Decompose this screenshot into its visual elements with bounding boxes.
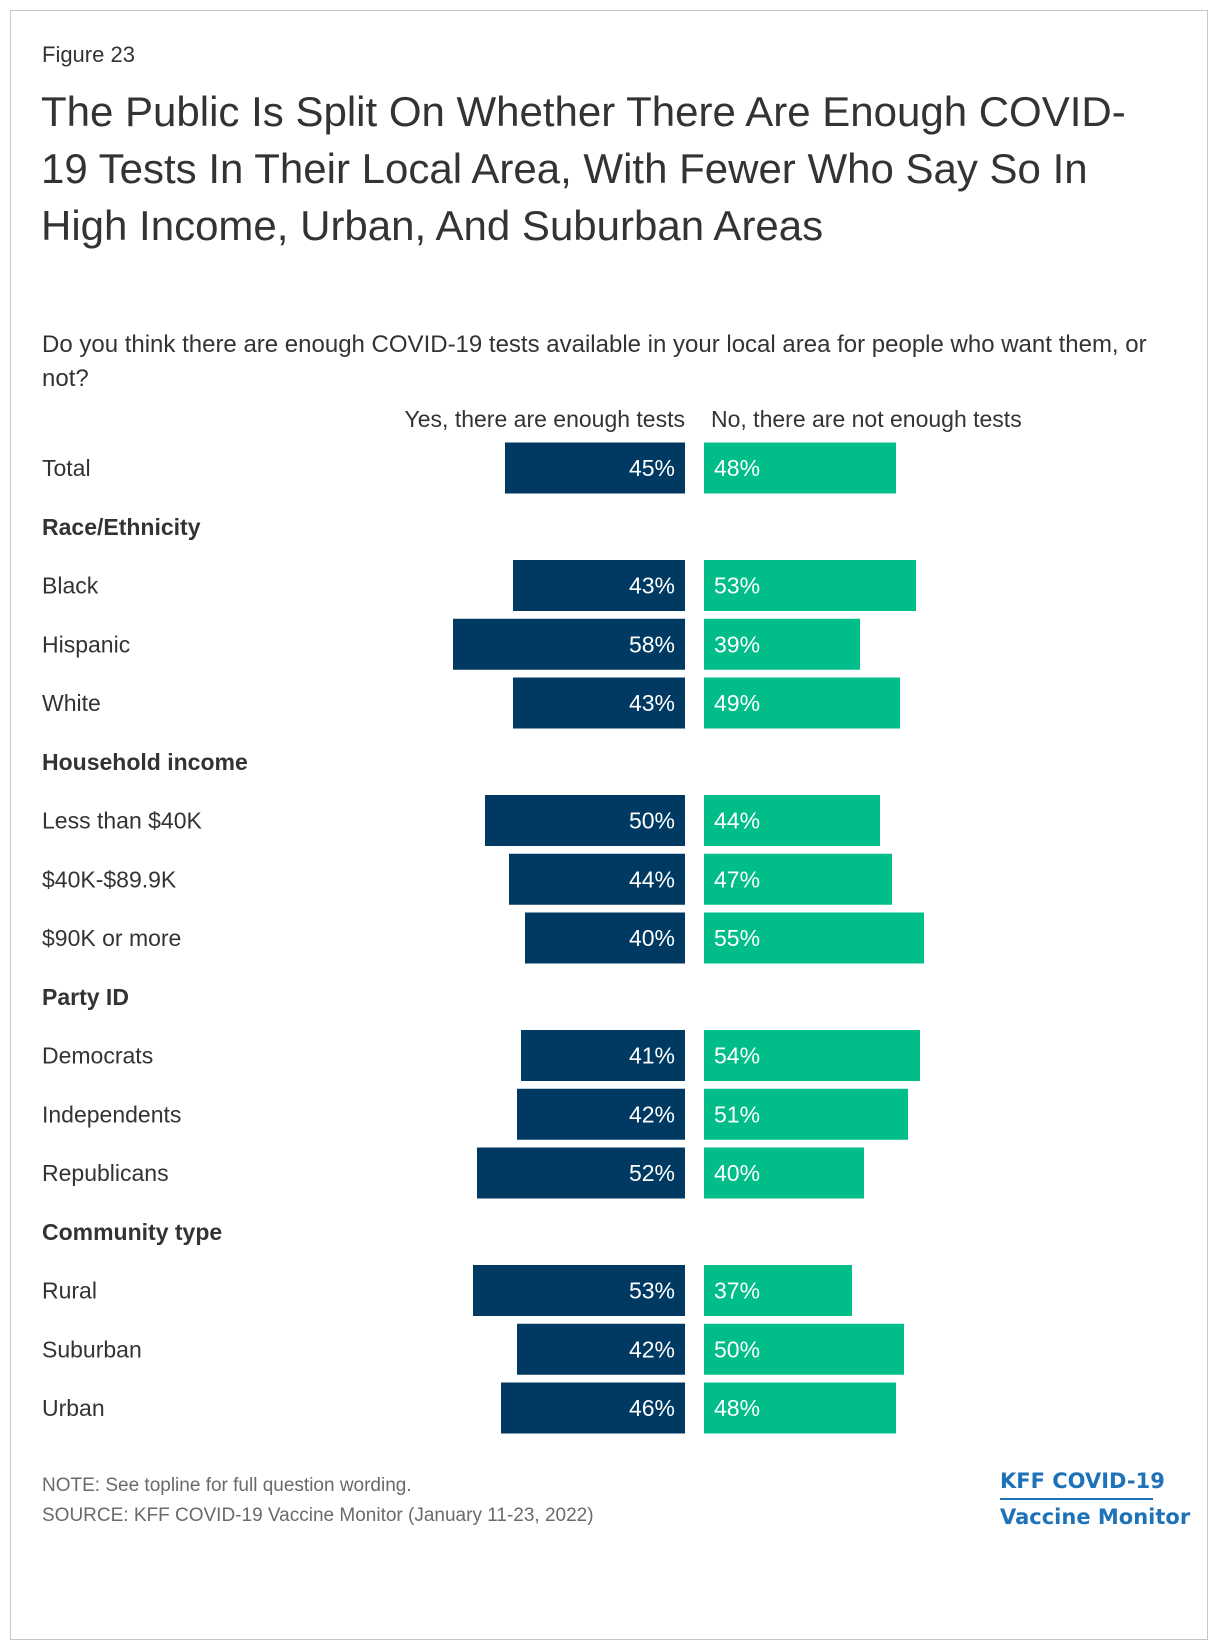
data-label-yes: 43%	[629, 573, 675, 599]
data-label-yes: 41%	[629, 1043, 675, 1069]
data-label-yes: 53%	[629, 1278, 675, 1304]
data-label-no: 49%	[714, 690, 760, 716]
bar-no	[704, 677, 900, 729]
logo-line-2: Vaccine Monitor	[1000, 1505, 1191, 1529]
bar-no	[704, 912, 924, 964]
data-label-yes: 42%	[629, 1101, 675, 1127]
row-label: Independents	[42, 1101, 181, 1127]
row-label: $40K-$89.9K	[42, 866, 177, 892]
bar-yes	[521, 1030, 685, 1081]
row-label: Total	[42, 455, 91, 481]
chart-title: The Public Is Split On Whether There Are…	[41, 88, 1126, 249]
bar-yes	[513, 677, 685, 729]
row-label: Less than $40K	[42, 808, 203, 834]
data-label-no: 51%	[714, 1101, 760, 1127]
data-label-no: 54%	[714, 1043, 760, 1069]
bar-no	[704, 618, 860, 670]
data-label-yes: 44%	[629, 866, 675, 892]
bar-no	[704, 1265, 852, 1316]
bar-yes	[501, 1382, 685, 1434]
footer-source: SOURCE: KFF COVID-19 Vaccine Monitor (Ja…	[42, 1505, 594, 1526]
data-label-no: 48%	[714, 1395, 760, 1421]
bar-no	[704, 1030, 920, 1081]
bar-no	[704, 853, 892, 905]
data-label-no: 47%	[714, 866, 760, 892]
row-label: Republicans	[42, 1160, 169, 1186]
row-label: Black	[42, 573, 99, 599]
bar-no	[704, 1382, 896, 1434]
bar-yes	[477, 1147, 685, 1199]
row-label: Suburban	[42, 1336, 142, 1362]
data-label-yes: 43%	[629, 690, 675, 716]
figure-frame	[10, 10, 1208, 1640]
data-label-yes: 40%	[629, 925, 675, 951]
data-label-yes: 50%	[629, 808, 675, 834]
data-label-yes: 45%	[629, 455, 675, 481]
bar-yes	[485, 795, 685, 846]
data-label-no: 48%	[714, 455, 760, 481]
bar-no	[704, 1323, 904, 1375]
group-header-label: Party ID	[42, 984, 129, 1010]
data-label-no: 55%	[714, 925, 760, 951]
bar-no	[704, 1088, 908, 1140]
data-label-no: 40%	[714, 1160, 760, 1186]
group-header-label: Household income	[42, 749, 248, 775]
bar-no	[704, 1147, 864, 1199]
data-label-no: 50%	[714, 1336, 760, 1362]
bar-yes	[453, 618, 685, 670]
bar-yes	[513, 560, 685, 611]
row-label: Democrats	[42, 1043, 153, 1069]
group-header-label: Race/Ethnicity	[42, 514, 201, 540]
data-label-no: 44%	[714, 808, 760, 834]
bar-no	[704, 795, 880, 846]
data-label-no: 37%	[714, 1278, 760, 1304]
data-label-yes: 46%	[629, 1395, 675, 1421]
bar-no	[704, 442, 896, 494]
data-label-yes: 52%	[629, 1160, 675, 1186]
bar-yes	[517, 1088, 685, 1140]
bar-yes	[505, 442, 685, 494]
data-label-no: 53%	[714, 573, 760, 599]
chart-subtitle: Do you think there are enough COVID-19 t…	[42, 331, 1147, 392]
row-label: Urban	[42, 1395, 105, 1421]
row-label: White	[42, 690, 101, 716]
footer-note: NOTE: See topline for full question word…	[42, 1475, 412, 1496]
row-label: Hispanic	[42, 631, 130, 657]
bar-yes	[517, 1323, 685, 1375]
bar-no	[704, 560, 916, 611]
series-header-yes: Yes, there are enough tests	[405, 406, 685, 432]
group-header-label: Community type	[42, 1219, 222, 1245]
diverging-bar-chart: Yes, there are enough tests No, there are…	[42, 406, 1022, 1434]
bar-yes	[525, 912, 685, 964]
row-label: Rural	[42, 1278, 97, 1304]
data-label-no: 39%	[714, 631, 760, 657]
logo-rule	[1000, 1498, 1153, 1500]
logo-line-1: KFF COVID-19	[1000, 1469, 1165, 1493]
data-label-yes: 58%	[629, 631, 675, 657]
bar-yes	[473, 1265, 685, 1316]
series-header-no: No, there are not enough tests	[711, 406, 1022, 432]
bar-yes	[509, 853, 685, 905]
data-label-yes: 42%	[629, 1336, 675, 1362]
row-label: $90K or more	[42, 925, 181, 951]
figure-label: Figure 23	[42, 42, 135, 67]
